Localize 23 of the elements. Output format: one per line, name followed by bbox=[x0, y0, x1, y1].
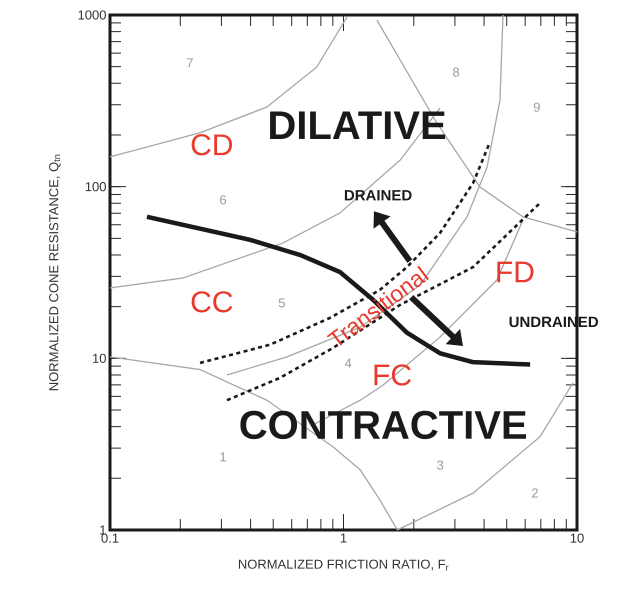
x-tick-label: 10 bbox=[570, 534, 584, 543]
annotation: 6 bbox=[220, 195, 226, 204]
y-tick-label: 1000 bbox=[78, 10, 106, 20]
annotation: CD bbox=[192, 134, 232, 156]
annotation: DRAINED bbox=[344, 190, 412, 200]
x-axis-title: NORMALIZED FRICTION RATIO, F$_{r}$ bbox=[238, 560, 448, 570]
annotation: 4 bbox=[344, 358, 352, 368]
annotation: FD bbox=[497, 262, 534, 282]
annotation: 9 bbox=[534, 102, 540, 112]
annotation: 3 bbox=[437, 460, 444, 470]
annotation: 1 bbox=[220, 452, 226, 462]
annotation: DILATIVE bbox=[270, 111, 446, 139]
annotation: 5 bbox=[278, 298, 285, 308]
y-tick-label: 10 bbox=[92, 354, 106, 363]
annotation: 2 bbox=[532, 488, 538, 498]
annotation: CC bbox=[192, 291, 232, 312]
y-axis-title: NORMALIZED CONE RESISTANCE, Q$_{tn}$ bbox=[49, 154, 61, 390]
x-tick-label: 1 bbox=[340, 534, 346, 542]
annotation: 8 bbox=[452, 68, 460, 77]
y-tick-label: 100 bbox=[86, 182, 106, 192]
annotation: 7 bbox=[186, 58, 193, 68]
annotation: CONTRACTIVE bbox=[240, 410, 526, 440]
annotation: FC bbox=[374, 364, 411, 386]
